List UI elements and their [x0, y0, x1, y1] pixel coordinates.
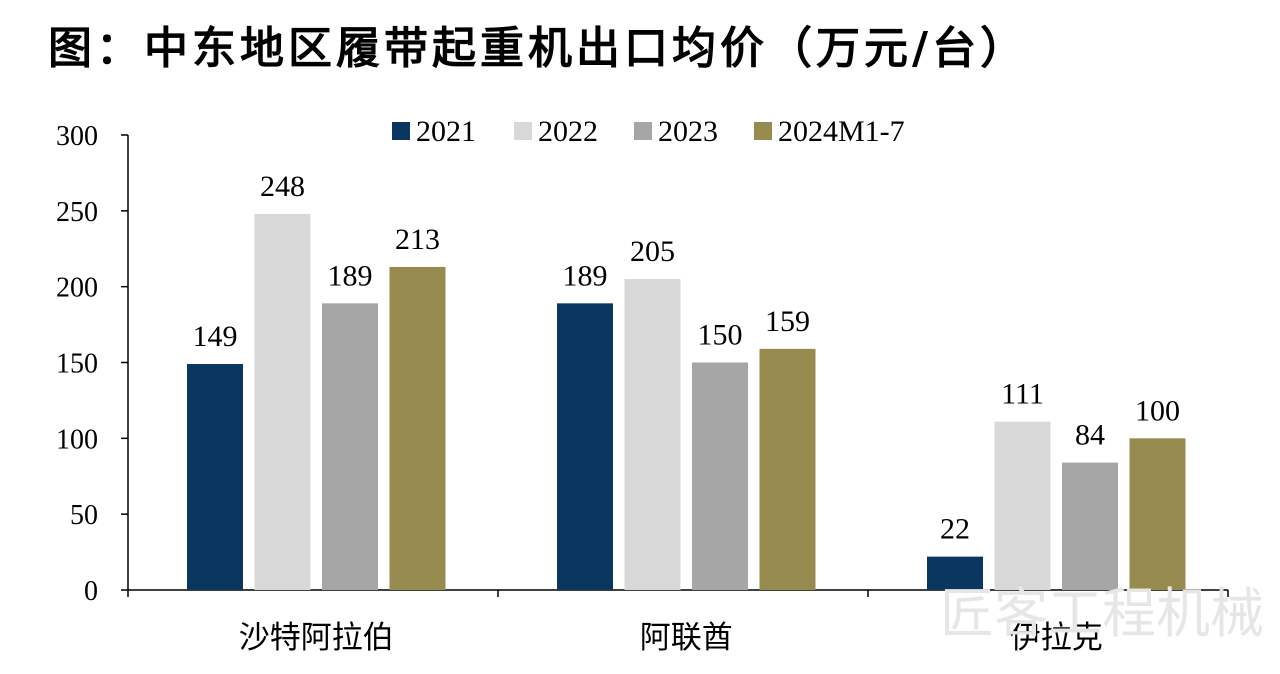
bar-2021-沙特阿拉伯	[187, 364, 243, 590]
bar-2024M1-7-沙特阿拉伯	[389, 266, 446, 590]
bar-2023-沙特阿拉伯	[322, 303, 378, 590]
data-label: 149	[193, 320, 238, 353]
bar-2024M1-7-伊拉克	[1129, 438, 1186, 590]
legend: 2021 2022 2023 2024M1-7	[392, 115, 905, 148]
x-category-label: 伊拉克	[1010, 620, 1103, 656]
y-tick-label: 200	[56, 273, 98, 304]
data-label: 189	[328, 259, 373, 292]
chart-title: 图：中东地区履带起重机出口均价（万元/台）	[48, 23, 1029, 74]
legend-label-2022: 2022	[538, 115, 598, 148]
bar-2021-阿联酋	[557, 303, 613, 590]
x-category-label: 阿联酋	[640, 620, 733, 656]
y-tick-label: 150	[56, 349, 98, 380]
y-tick-label: 0	[84, 576, 98, 607]
y-tick-label: 300	[56, 121, 98, 152]
legend-swatch-2021	[392, 122, 410, 140]
data-label: 150	[698, 319, 743, 352]
watermark-text: 匠客工程机械	[940, 582, 1264, 645]
legend-label-2023: 2023	[658, 115, 718, 148]
data-label: 84	[1075, 419, 1105, 452]
bars: 149 189 22 248 205 111 189 150 84 213 159 100	[187, 170, 1186, 590]
data-label: 100	[1135, 394, 1180, 427]
data-label: 205	[630, 235, 675, 268]
data-label: 111	[1001, 378, 1044, 411]
data-label: 189	[563, 259, 608, 292]
bar-2024M1-7-阿联酋	[759, 348, 816, 590]
bar-2022-沙特阿拉伯	[254, 213, 311, 590]
bar-2023-伊拉克	[1062, 462, 1118, 590]
y-tick-label: 100	[56, 424, 98, 455]
data-label: 159	[765, 305, 810, 338]
legend-label-2024M1-7: 2024M1-7	[778, 115, 905, 148]
data-label: 213	[395, 223, 440, 256]
bar-2022-阿联酋	[624, 279, 681, 590]
bar-2022-伊拉克	[994, 421, 1051, 590]
legend-swatch-2024M1-7	[754, 122, 772, 140]
bar-2021-伊拉克	[927, 556, 983, 590]
data-label: 248	[260, 170, 305, 203]
legend-swatch-2022	[514, 122, 532, 140]
legend-label-2021: 2021	[416, 115, 476, 148]
y-tick-label: 250	[56, 197, 98, 228]
bar-2023-阿联酋	[692, 362, 748, 590]
x-category-label: 沙特阿拉伯	[239, 620, 394, 656]
legend-swatch-2023	[634, 122, 652, 140]
data-label: 22	[940, 513, 970, 546]
y-tick-label: 50	[70, 500, 98, 531]
